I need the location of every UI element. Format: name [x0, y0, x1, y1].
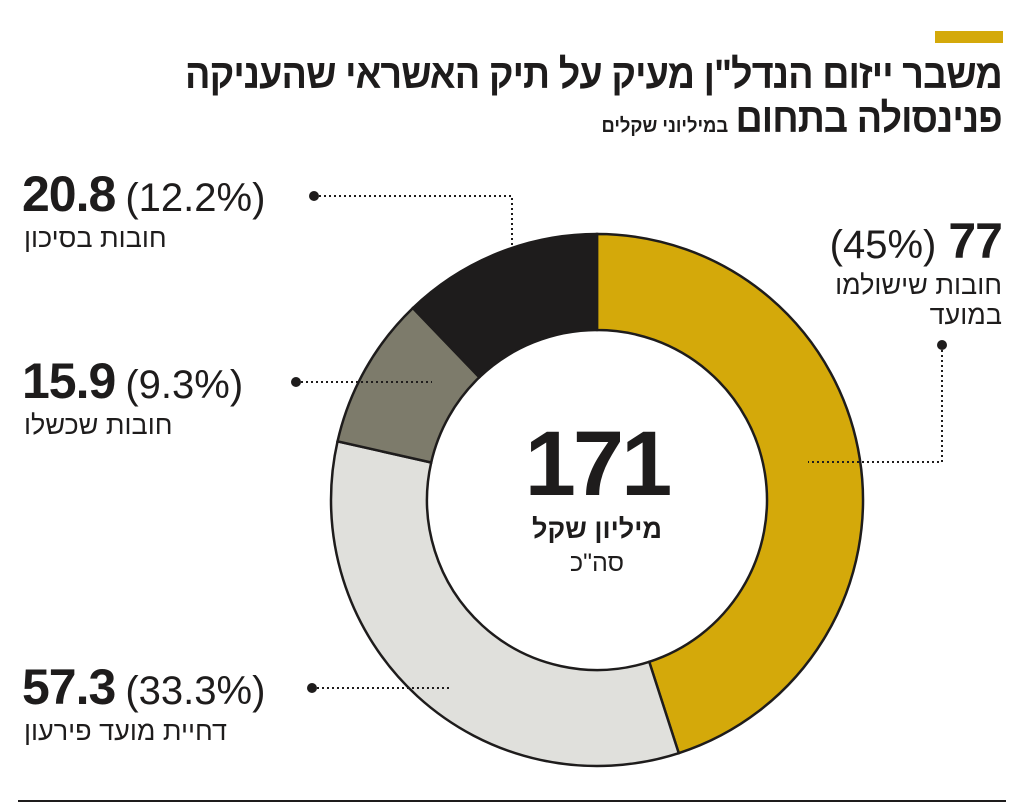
value-label: 15.9 [22, 353, 116, 409]
leader-line-gold [808, 345, 943, 463]
percent-label: (9.3%) [125, 363, 244, 407]
leader-line-black [314, 195, 513, 248]
value-label: 57.3 [22, 659, 116, 715]
donut-slice-1 [329, 439, 681, 768]
leader-dot-black [309, 191, 319, 201]
slice-label-at-risk: 20.8 (12.2%) חובות בסיכון [22, 165, 265, 253]
total-label: סה"כ [570, 549, 624, 577]
percent-label: (12.2%) [125, 176, 266, 220]
bottom-rule [18, 800, 1006, 802]
leader-dot-gray [291, 377, 301, 387]
total-value: 171 [524, 413, 673, 515]
title-line-1: משבר ייזום הנדל"ן מעיק על תיק האשראי שהע… [185, 51, 1003, 97]
percent-label: (33.3%) [125, 669, 266, 713]
slice-label-deferred: 57.3 (33.3%) דחיית מועד פירעון [22, 658, 265, 746]
leader-dot-gold [937, 340, 947, 350]
donut-slice-3 [411, 232, 599, 380]
value-label: 77 [948, 213, 1003, 269]
slice-label-on-time: (45%) 77 חובות שישולמו במועד [802, 212, 1003, 330]
slice-name: חובות בסיכון [24, 223, 167, 253]
percent-label: (45%) [829, 223, 937, 267]
leader-dot-light [307, 683, 317, 693]
chart-title: משבר ייזום הנדל"ן מעיק על תיק האשראי שהע… [185, 51, 1003, 141]
slice-name: דחיית מועד פירעון [24, 716, 227, 746]
slice-label-failed: 15.9 (9.3%) חובות שכשלו [22, 352, 243, 440]
value-label: 20.8 [22, 166, 116, 222]
slice-name: חובות שישולמו במועד [835, 270, 1002, 330]
donut-slice-0 [595, 232, 865, 755]
chart-subtitle: במיליוני שקלים [601, 115, 729, 137]
total-unit: מיליון שקל [532, 514, 662, 544]
slice-name: חובות שכשלו [24, 410, 173, 440]
title-line-2: פנינסולה בתחום [735, 95, 1003, 141]
accent-bar [935, 31, 1003, 43]
